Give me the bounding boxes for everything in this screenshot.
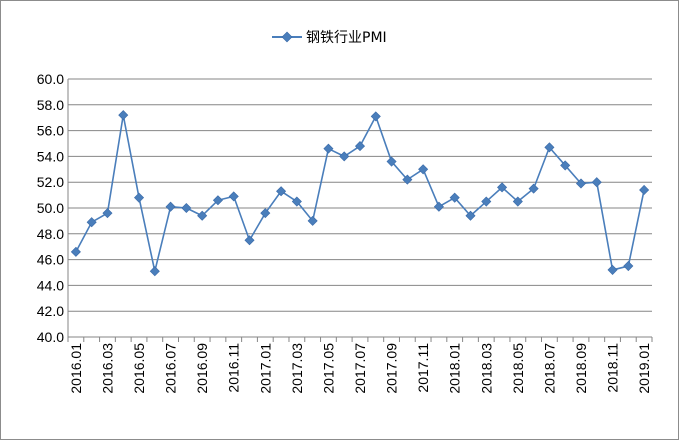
data-point-marker bbox=[323, 143, 334, 154]
data-point-marker bbox=[544, 142, 555, 153]
data-point-marker bbox=[433, 201, 444, 212]
y-tick-label: 50.0 bbox=[37, 200, 64, 216]
x-tick-label: 2016.03 bbox=[99, 343, 115, 394]
data-point-marker bbox=[386, 156, 397, 167]
data-point-marker bbox=[560, 160, 571, 171]
data-point-marker bbox=[212, 195, 223, 206]
data-point-marker bbox=[465, 210, 476, 221]
x-tick-label: 2018.03 bbox=[478, 343, 494, 394]
data-point-marker bbox=[575, 178, 586, 189]
series-layer bbox=[70, 110, 650, 277]
data-point-marker bbox=[418, 164, 429, 175]
x-tick-label: 2016.11 bbox=[226, 343, 242, 393]
data-point-marker bbox=[307, 215, 318, 226]
legend-label: 钢铁行业PMI bbox=[306, 30, 387, 46]
data-point-marker bbox=[291, 196, 302, 207]
x-tick-label: 2016.01 bbox=[68, 343, 84, 394]
data-point-marker bbox=[607, 264, 618, 275]
x-tick-label: 2017.09 bbox=[384, 343, 400, 394]
data-point-marker bbox=[528, 183, 539, 194]
x-axis-tick-labels: 2016.01 2016.03 2016.05 2016.07 2016.09 2016.… bbox=[68, 343, 652, 394]
data-point-marker bbox=[370, 111, 381, 122]
x-tick-label: 2017.03 bbox=[289, 343, 305, 394]
y-tick-label: 42.0 bbox=[37, 303, 64, 319]
x-tick-label: 2017.05 bbox=[320, 343, 336, 394]
x-tick-label: 2018.05 bbox=[510, 343, 526, 394]
y-tick-label: 46.0 bbox=[37, 252, 64, 268]
data-point-marker bbox=[339, 151, 350, 162]
data-point-marker bbox=[623, 261, 634, 272]
x-tick-label: 2018.09 bbox=[573, 343, 589, 394]
data-point-marker bbox=[449, 192, 460, 203]
data-point-marker bbox=[402, 174, 413, 185]
x-tick-label: 2017.11 bbox=[415, 343, 431, 393]
series-line bbox=[75, 114, 645, 273]
x-tick-label: 2016.07 bbox=[163, 343, 179, 394]
data-point-marker bbox=[354, 141, 366, 152]
axes bbox=[67, 79, 653, 342]
data-point-marker bbox=[197, 210, 208, 221]
x-tick-label: 2017.07 bbox=[352, 343, 368, 394]
y-axis-tick-labels: 40.0 42.0 44.0 46.0 48.0 50.0 52.0 54.0 56.0 58.0… bbox=[37, 71, 64, 345]
y-tick-label: 60.0 bbox=[37, 71, 64, 87]
data-point-marker bbox=[591, 177, 602, 188]
x-tick-label: 2018.11 bbox=[605, 343, 621, 393]
data-point-marker bbox=[70, 246, 81, 257]
data-point-marker bbox=[86, 217, 97, 228]
y-tick-label: 58.0 bbox=[37, 97, 64, 113]
data-point-marker bbox=[149, 266, 160, 277]
data-point-marker bbox=[260, 208, 271, 219]
data-point-marker bbox=[512, 196, 523, 207]
legend-diamond-marker bbox=[281, 31, 293, 43]
x-tick-label: 2017.01 bbox=[257, 343, 273, 394]
data-point-marker bbox=[244, 235, 255, 246]
data-point-marker bbox=[134, 192, 145, 203]
y-tick-label: 52.0 bbox=[37, 174, 64, 190]
data-point-marker bbox=[228, 191, 239, 202]
x-tick-label: 2018.01 bbox=[447, 343, 463, 394]
data-point-marker bbox=[165, 201, 176, 212]
x-tick-label: 2018.07 bbox=[541, 343, 557, 394]
data-point-marker bbox=[639, 184, 650, 195]
data-point-marker bbox=[181, 202, 192, 214]
data-point-marker bbox=[276, 186, 287, 197]
x-tick-label: 2019.01 bbox=[636, 343, 652, 394]
data-point-marker bbox=[481, 196, 492, 207]
gridlines bbox=[68, 78, 652, 338]
x-tick-label: 2016.05 bbox=[131, 343, 147, 394]
legend: 钢铁行业PMI bbox=[272, 30, 387, 46]
y-tick-label: 40.0 bbox=[37, 329, 64, 345]
y-tick-label: 48.0 bbox=[37, 226, 64, 242]
y-tick-label: 54.0 bbox=[37, 148, 64, 164]
y-tick-label: 44.0 bbox=[37, 277, 64, 293]
data-point-marker bbox=[102, 208, 113, 219]
y-tick-label: 56.0 bbox=[37, 123, 64, 139]
x-tick-label: 2016.09 bbox=[194, 343, 210, 394]
data-point-marker bbox=[118, 110, 129, 121]
data-point-marker bbox=[497, 182, 508, 193]
